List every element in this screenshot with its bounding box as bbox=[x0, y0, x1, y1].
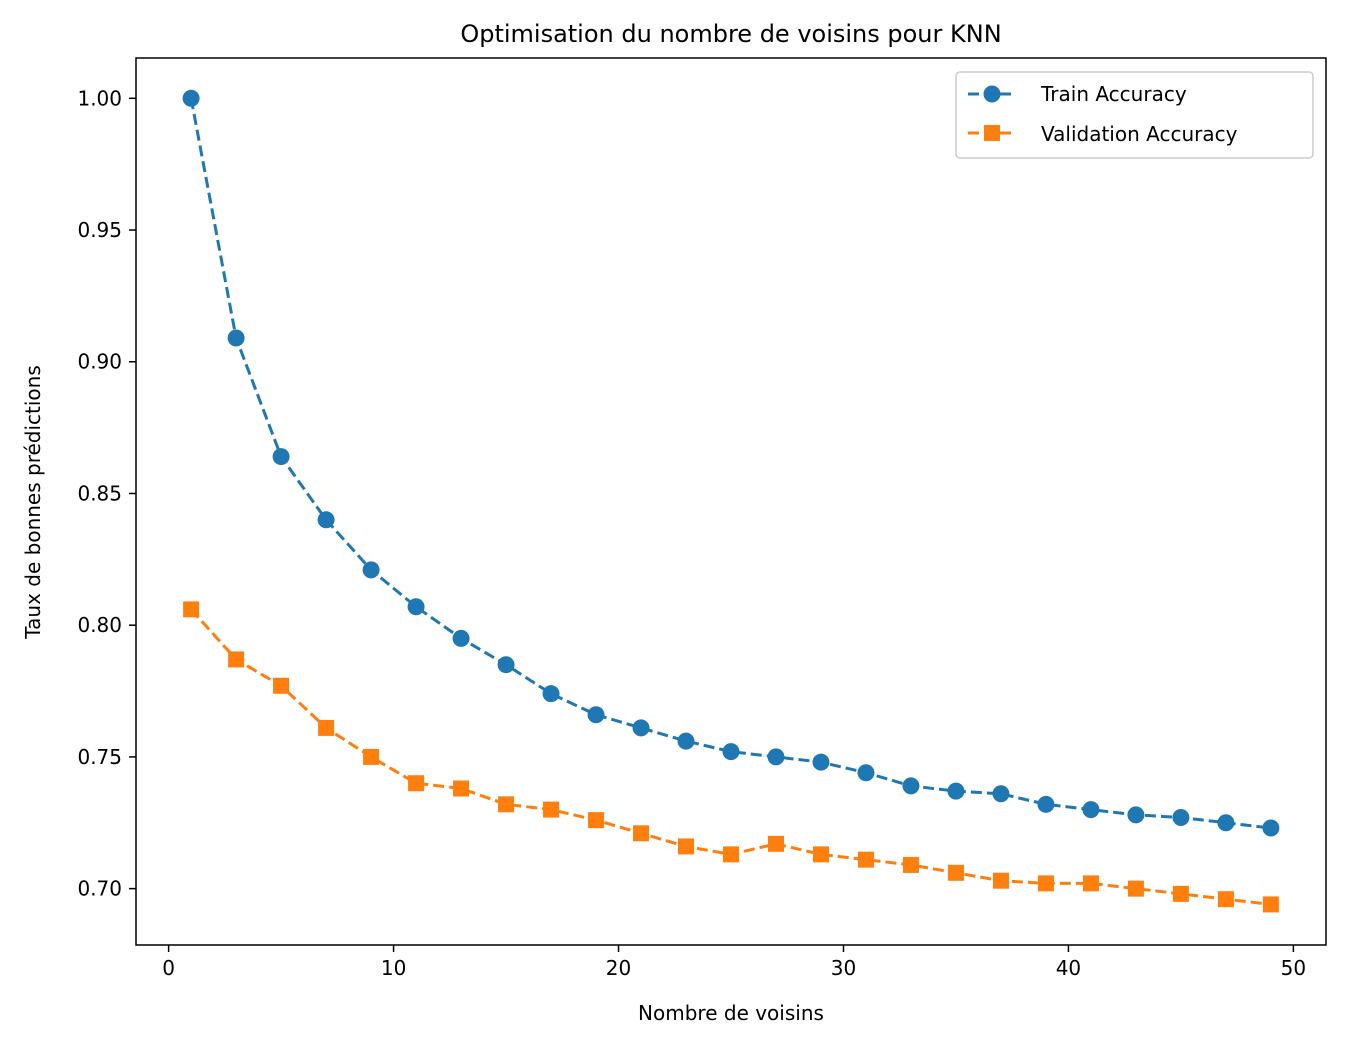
data-point-train bbox=[317, 511, 335, 529]
y-axis: 0.70 0.75 0.80 0.85 0.90 0.95 1.00 bbox=[77, 86, 136, 901]
plot-frame bbox=[135, 57, 1327, 946]
data-point-train bbox=[587, 706, 605, 724]
data-point-validation bbox=[1217, 891, 1234, 908]
legend-marker-validation bbox=[984, 125, 1000, 141]
data-point-validation bbox=[992, 872, 1009, 889]
data-point-train bbox=[1127, 806, 1145, 824]
data-point-validation bbox=[857, 851, 874, 868]
data-point-train bbox=[722, 743, 740, 761]
data-point-train bbox=[1172, 808, 1190, 826]
data-point-train bbox=[182, 89, 200, 107]
data-point-validation bbox=[812, 846, 829, 863]
legend-label-train: Train Accuracy bbox=[1040, 82, 1187, 106]
chart-title: Optimisation du nombre de voisins pour K… bbox=[460, 20, 1001, 48]
data-point-validation bbox=[902, 856, 919, 873]
data-point-validation bbox=[543, 801, 560, 818]
data-point-train bbox=[902, 777, 920, 795]
legend: Train Accuracy Validation Accuracy bbox=[955, 71, 1314, 159]
data-point-validation bbox=[273, 677, 290, 694]
data-point-train bbox=[677, 732, 695, 750]
data-point-train bbox=[767, 748, 785, 766]
data-point-train bbox=[227, 329, 245, 347]
x-axis: 0 10 20 30 40 50 bbox=[162, 945, 1306, 980]
data-point-train bbox=[362, 561, 380, 579]
plot-area bbox=[182, 89, 1280, 913]
data-point-validation bbox=[453, 780, 470, 797]
x-axis-label: Nombre de voisins bbox=[638, 1001, 824, 1025]
data-point-train bbox=[992, 785, 1010, 803]
data-point-validation bbox=[1172, 885, 1189, 902]
y-tick-label-0.75: 0.75 bbox=[77, 745, 122, 769]
y-tick-label-0.70: 0.70 bbox=[77, 877, 122, 901]
data-point-train bbox=[407, 598, 425, 616]
data-point-train bbox=[1217, 814, 1235, 832]
legend-box bbox=[955, 71, 1314, 159]
y-tick-label-0.95: 0.95 bbox=[77, 218, 122, 242]
x-tick-label-40: 40 bbox=[1056, 956, 1081, 980]
data-point-train bbox=[857, 764, 875, 782]
data-point-validation bbox=[183, 601, 200, 618]
x-tick-label-20: 20 bbox=[606, 956, 631, 980]
x-tick-label-0: 0 bbox=[162, 956, 175, 980]
data-point-validation bbox=[1037, 875, 1054, 892]
y-tick-label-0.90: 0.90 bbox=[77, 350, 122, 374]
data-point-validation bbox=[767, 835, 784, 852]
legend-entry-validation: Validation Accuracy bbox=[968, 122, 1238, 146]
series-validation bbox=[183, 601, 1279, 913]
data-point-validation bbox=[1127, 880, 1144, 897]
data-point-validation bbox=[1262, 896, 1279, 913]
data-point-validation bbox=[498, 796, 515, 813]
data-point-validation bbox=[947, 864, 964, 881]
data-point-train bbox=[947, 782, 965, 800]
y-tick-label-1.00: 1.00 bbox=[77, 86, 122, 110]
data-point-validation bbox=[363, 748, 380, 765]
legend-label-validation: Validation Accuracy bbox=[1041, 122, 1238, 146]
data-point-train bbox=[452, 629, 470, 647]
x-tick-label-10: 10 bbox=[381, 956, 406, 980]
legend-marker-train bbox=[983, 85, 1001, 103]
data-point-validation bbox=[723, 846, 739, 863]
data-point-train bbox=[1262, 819, 1280, 837]
y-tick-label-0.80: 0.80 bbox=[77, 613, 122, 637]
data-point-validation bbox=[588, 812, 605, 829]
data-point-validation bbox=[633, 825, 650, 842]
data-point-validation bbox=[228, 651, 245, 668]
data-point-train bbox=[272, 448, 290, 466]
data-point-validation bbox=[678, 838, 695, 855]
y-tick-label-0.85: 0.85 bbox=[77, 481, 122, 505]
data-point-validation bbox=[408, 775, 425, 792]
legend-entry-train: Train Accuracy bbox=[968, 82, 1187, 106]
data-point-validation bbox=[318, 719, 335, 736]
data-point-train bbox=[542, 685, 560, 703]
series-train bbox=[182, 89, 1280, 837]
data-point-validation bbox=[1082, 875, 1099, 892]
y-axis-label: Taux de bonnes prédictions bbox=[21, 365, 45, 640]
data-point-train bbox=[497, 656, 515, 674]
x-tick-label-30: 30 bbox=[831, 956, 856, 980]
data-point-train bbox=[1037, 795, 1055, 813]
data-point-train bbox=[632, 719, 650, 737]
data-point-train bbox=[1082, 801, 1100, 819]
data-point-train bbox=[812, 753, 830, 771]
x-tick-label-50: 50 bbox=[1281, 956, 1306, 980]
